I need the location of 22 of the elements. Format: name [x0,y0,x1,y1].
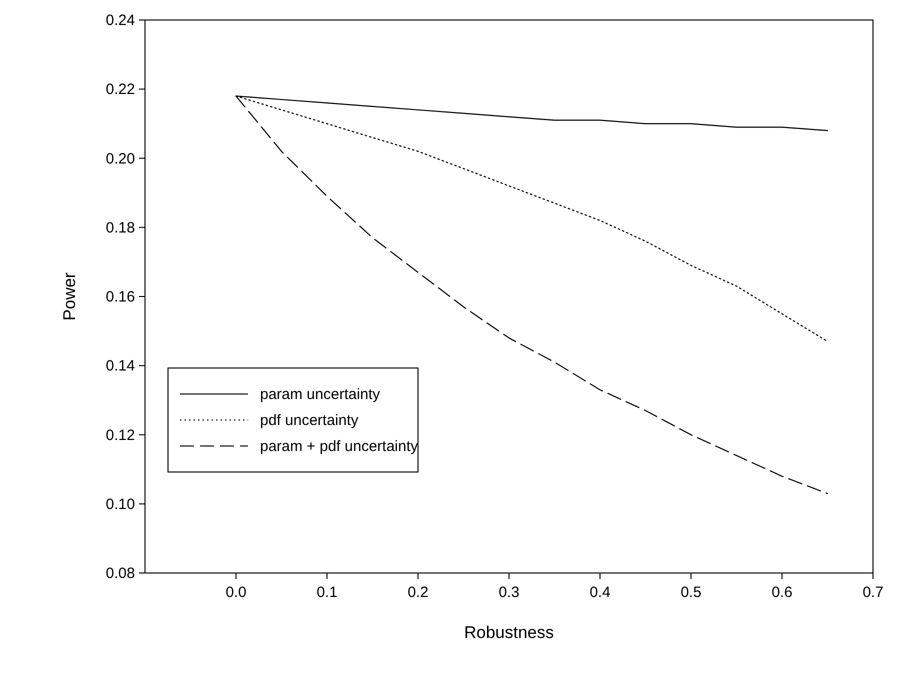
y-tick-label: 0.20 [106,150,135,168]
y-tick-label: 0.10 [106,496,135,513]
x-tick-label: 0.4 [590,584,610,601]
x-tick-label: 0.6 [772,584,792,601]
y-tick-label: 0.14 [106,358,135,375]
y-tick-label: 0.08 [106,565,135,582]
y-tick-label: 0.24 [106,12,135,29]
x-tick-label: 0.3 [498,584,520,601]
y-tick-label: 0.18 [106,219,135,236]
legend-label: param uncertainty [260,386,381,403]
x-tick-label: 0.1 [316,584,338,601]
y-tick-label: 0.22 [106,81,135,98]
x-tick-label: 0.2 [408,584,428,601]
y-tick-label: 0.12 [106,426,135,444]
x-tick-label: 0.5 [680,584,702,601]
y-axis-title: Power [60,272,79,321]
legend-label: param + pdf uncertainty [260,438,419,455]
y-tick-label: 0.16 [106,288,135,306]
x-tick-label: 0.7 [862,584,884,601]
x-axis-title: Robustness [464,623,554,642]
legend-label: pdf uncertainty [260,412,359,429]
x-tick-label: 0.0 [226,584,246,601]
